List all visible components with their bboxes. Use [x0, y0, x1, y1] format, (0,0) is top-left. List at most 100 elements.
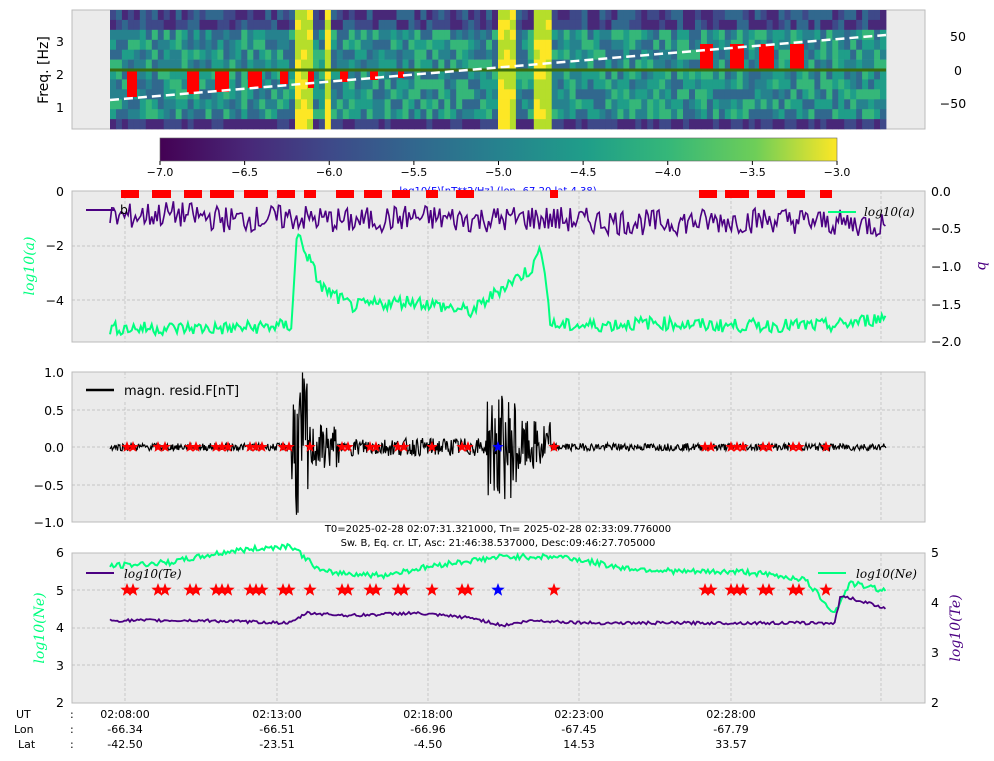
spec-cell — [659, 99, 666, 110]
spec-cell — [402, 49, 409, 60]
spec-cell — [521, 10, 529, 21]
spec-cell — [271, 79, 278, 90]
spec-cell — [396, 59, 403, 70]
spec-cell — [223, 119, 230, 130]
spec-cell — [862, 39, 869, 50]
spec-cell — [563, 10, 571, 21]
spec-cell — [360, 119, 368, 130]
spec-cell — [569, 119, 576, 130]
spec-cell — [181, 19, 188, 31]
spec-cell — [151, 19, 159, 31]
spec-cell — [880, 109, 887, 120]
spec-cell — [778, 79, 785, 90]
spec-cell — [271, 99, 278, 110]
spec-cell — [820, 119, 827, 130]
spec-cell — [689, 39, 696, 50]
spec-cell — [241, 109, 248, 120]
spec-cell — [354, 79, 362, 90]
spec-cell — [659, 79, 666, 90]
spec-cell — [414, 119, 421, 130]
spec-cell — [336, 49, 344, 60]
spec-cell — [187, 119, 194, 130]
spec-cell — [372, 39, 379, 50]
spec-cell — [796, 99, 803, 110]
spec-cell — [706, 89, 714, 100]
spec-cell — [754, 59, 762, 70]
spec-cell — [545, 109, 553, 120]
spec-cell — [706, 69, 714, 80]
spec-cell — [133, 79, 141, 90]
spec-cell — [533, 19, 541, 31]
spec-cell — [151, 99, 159, 110]
spec-cell — [456, 69, 463, 80]
spec-cell — [420, 39, 427, 50]
spec-cell — [856, 10, 863, 21]
resid-red-star — [731, 441, 743, 452]
spec-cell — [247, 49, 254, 60]
spec-cell — [736, 29, 744, 40]
spec-cell — [133, 59, 141, 70]
resid-red-star — [250, 441, 262, 452]
spec-cell — [766, 10, 773, 21]
spec-cell — [139, 109, 147, 120]
spec-cell — [545, 10, 553, 21]
spec-cell — [199, 10, 206, 21]
spec-cell — [659, 10, 666, 21]
spec-cell — [868, 39, 875, 50]
spec-cell — [826, 69, 833, 80]
resid-red-star — [222, 441, 234, 452]
cb-tick-label-2: −6.0 — [316, 166, 343, 179]
spec-cell — [110, 10, 117, 21]
plasma-rtick-2: 2 — [931, 695, 939, 710]
spec-cell — [127, 99, 135, 110]
spec-cell — [635, 119, 642, 130]
spec-cell — [313, 109, 320, 120]
spec-cell — [671, 89, 678, 100]
spec-cell — [730, 99, 738, 110]
spec-cell — [838, 109, 845, 120]
spec-cell — [235, 19, 242, 31]
spec-cell — [295, 19, 302, 31]
spec-cell — [754, 99, 762, 110]
spec-cell — [515, 29, 523, 40]
spec-cell — [116, 19, 123, 31]
spec-cell — [695, 79, 702, 90]
spec-cell — [706, 19, 714, 31]
plasma-ylabel-right: log10(Te) — [948, 594, 964, 661]
spec-cell — [814, 109, 821, 120]
spec-cell — [551, 59, 559, 70]
spec-cell — [856, 39, 863, 50]
spec-cell — [569, 29, 576, 40]
spec-cell — [677, 59, 684, 70]
spec-cell — [247, 39, 254, 50]
spec-cell — [354, 49, 362, 60]
x-axis: UT Lon Lat : : : 02:08:00-66.34-42.5002:… — [14, 708, 756, 751]
spec-cell — [766, 79, 773, 90]
spec-cell — [498, 99, 505, 110]
spec-cell — [677, 49, 684, 60]
spec-cell — [289, 10, 296, 21]
resid-red-star — [244, 441, 256, 452]
spec-cell — [856, 59, 863, 70]
spec-cell — [557, 109, 565, 120]
spec-cell — [450, 119, 457, 130]
spec-cell — [784, 19, 791, 31]
spec-cell — [127, 19, 135, 31]
spec-cell — [701, 19, 708, 31]
spec-cell — [874, 19, 881, 31]
spec-cell — [742, 99, 750, 110]
spec-cell — [706, 79, 714, 90]
spec-cell — [444, 89, 451, 100]
spec-cell — [396, 29, 403, 40]
x-tick-ut-2: 02:18:00 — [403, 708, 452, 721]
spec-cell — [629, 39, 636, 50]
spec-cell — [712, 109, 720, 120]
spec-cell — [396, 19, 403, 31]
spec-cell — [784, 59, 791, 70]
spec-cell — [838, 29, 845, 40]
spec-cell — [856, 89, 863, 100]
spec-cell — [844, 119, 851, 130]
spec-cell — [163, 79, 171, 90]
spec-cell — [199, 19, 206, 31]
spec-cell — [342, 39, 350, 50]
